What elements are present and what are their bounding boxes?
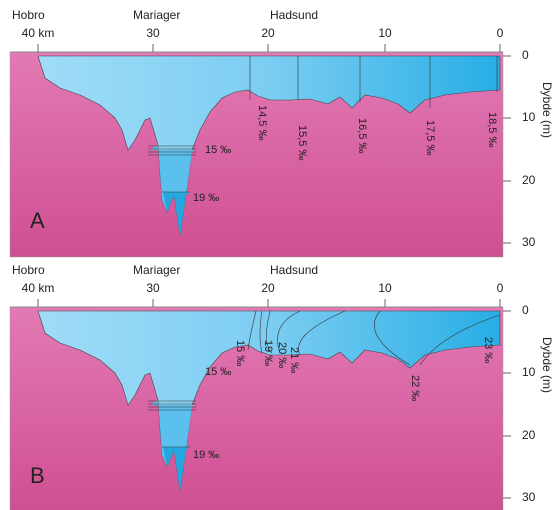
x-tick-label: 40 km xyxy=(22,281,55,295)
x-tick-label: 20 xyxy=(261,281,275,295)
y-tick-label: 10 xyxy=(522,365,536,379)
isohaline xyxy=(266,310,273,354)
y-tick-label: 0 xyxy=(522,303,529,317)
x-tick-label: 30 xyxy=(146,26,160,40)
isohaline-label: 19 ‰ xyxy=(193,192,219,204)
isohaline-label: 16,5 ‰ xyxy=(356,118,368,153)
isohaline-label: 15 ‰ xyxy=(205,144,231,156)
isohaline-label: 14,5 ‰ xyxy=(256,105,268,140)
x-tick-label: 0 xyxy=(497,26,504,40)
place-name: Mariager xyxy=(133,8,180,22)
isohaline-label: 15 ‰ xyxy=(234,340,246,366)
isohaline-label: 20 ‰ xyxy=(276,342,288,368)
y-tick-label: 20 xyxy=(522,428,536,442)
panel: Hobro Mariager Hadsund 40 km 30 20 10 0 0 10 20 30 D… xyxy=(9,8,554,258)
x-tick-label: 30 xyxy=(146,281,160,295)
deep-water xyxy=(150,400,195,491)
isohaline-label: 21 ‰ xyxy=(288,347,300,373)
isohaline-label: 19 ‰ xyxy=(262,340,274,366)
panel-label: B xyxy=(30,463,45,488)
x-tick-label: 10 xyxy=(378,281,392,295)
place-name: Mariager xyxy=(133,263,180,277)
isohaline xyxy=(259,310,263,354)
y-tick-label: 0 xyxy=(522,48,529,62)
isohaline-label: 15 ‰ xyxy=(205,366,231,378)
panel-label: A xyxy=(30,208,45,233)
x-tick-label: 20 xyxy=(261,26,275,40)
y-tick-label: 30 xyxy=(522,235,536,249)
isohaline xyxy=(277,310,301,354)
y-tick-label: 10 xyxy=(522,110,536,124)
y-axis-title: Dybde (m) xyxy=(540,337,554,393)
y-tick-label: 30 xyxy=(522,490,536,504)
isohaline-label: 23 ‰ xyxy=(482,337,494,363)
panel: Hobro Mariager Hadsund 40 km 30 20 10 0 0 10 20 30 D… xyxy=(9,263,554,510)
water xyxy=(37,55,501,237)
deep-water xyxy=(150,145,195,236)
deepest-water xyxy=(163,447,190,491)
isohaline-label: 15,5 ‰ xyxy=(296,125,308,160)
isohaline xyxy=(298,310,346,356)
isohaline xyxy=(419,314,501,366)
place-name: Hadsund xyxy=(270,8,318,22)
place-name: Hobro xyxy=(12,263,45,277)
x-tick-label: 10 xyxy=(378,26,392,40)
isohaline-label: 18,5 ‰ xyxy=(486,112,498,147)
isohaline-label: 17,5 ‰ xyxy=(424,120,436,155)
place-name: Hobro xyxy=(12,8,45,22)
water xyxy=(37,310,501,492)
isohaline-label: 19 ‰ xyxy=(193,449,219,461)
place-name: Hadsund xyxy=(270,263,318,277)
isohaline-label: 22 ‰ xyxy=(409,375,421,401)
y-axis-title: Dybde (m) xyxy=(540,82,554,138)
y-tick-label: 20 xyxy=(522,173,536,187)
x-tick-label: 0 xyxy=(497,281,504,295)
x-tick-label: 40 km xyxy=(22,26,55,40)
deepest-water xyxy=(163,192,190,236)
isohaline xyxy=(247,310,257,351)
isohaline xyxy=(374,310,411,366)
